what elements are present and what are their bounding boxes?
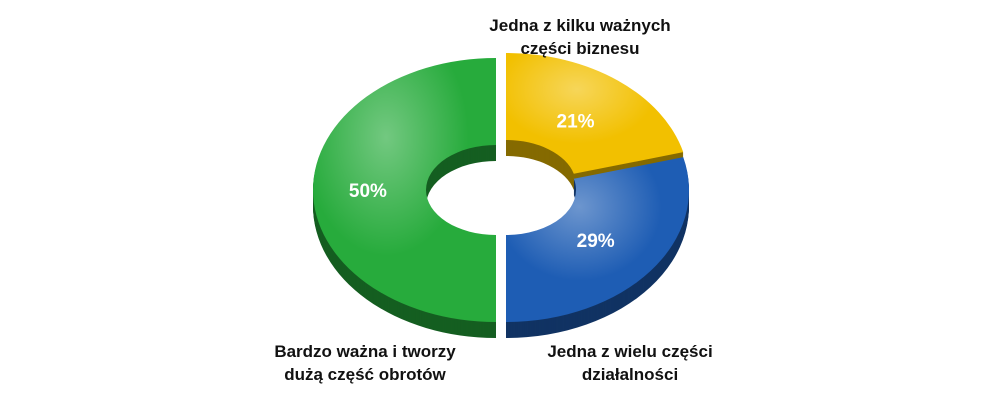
slice-bardzo-wazna-value-label: 50% [349, 181, 387, 202]
donut-hole [426, 145, 566, 235]
slice-jedna-z-wielu-highlight [506, 157, 689, 322]
category-label-bardzo-wazna: Bardzo ważna i tworzy dużą część obrotów [274, 342, 456, 384]
slice-jedna-z-kilku-value-label: 21% [557, 111, 595, 132]
slice-bardzo-wazna-highlight [313, 58, 496, 322]
category-label-jedna-z-wielu: Jedna z wielu części działalności [547, 342, 713, 384]
slice-jedna-z-wielu-value-label: 29% [577, 231, 615, 252]
category-label-jedna-z-kilku: Jedna z kilku ważnych części biznesu [489, 16, 671, 58]
slice-jedna-z-kilku-highlight [506, 53, 684, 174]
